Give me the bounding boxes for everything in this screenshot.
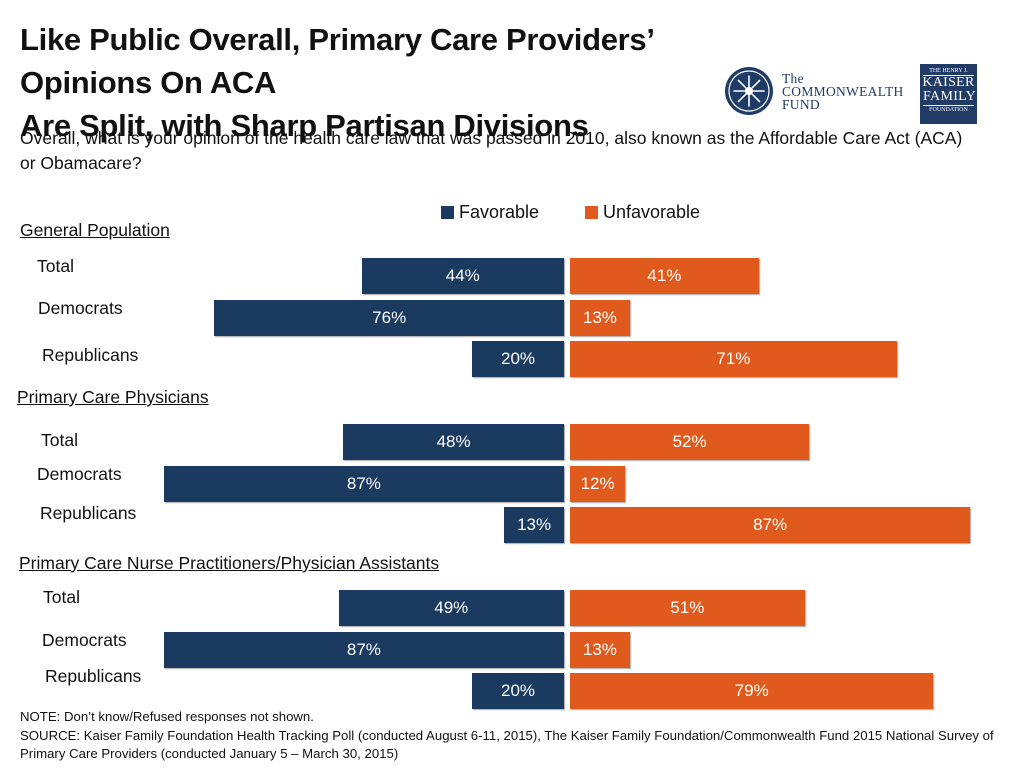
cf-line-1: The — [782, 71, 804, 86]
favorable-value-label: 48% — [436, 432, 471, 451]
favorable-value-label: 20% — [500, 681, 536, 700]
favorable-value-label: 76% — [372, 308, 407, 327]
unfavorable-bar — [570, 341, 897, 377]
unfavorable-bar — [570, 590, 805, 626]
kff-line-1: THE HENRY J. — [923, 67, 974, 76]
row-label: Republicans — [45, 666, 142, 686]
survey-question: Overall, what is your opinion of the hea… — [20, 128, 963, 173]
unfavorable-bar — [570, 258, 759, 294]
unfavorable-value-label: 12% — [580, 474, 615, 493]
row-label: Democrats — [37, 464, 122, 484]
row-label: Total — [37, 256, 74, 276]
favorable-bar — [163, 466, 564, 502]
cf-line-2: COMMONWEALTH — [782, 84, 904, 99]
source-text: SOURCE: Kaiser Family Foundation Health … — [20, 727, 994, 762]
unfavorable-value-label: 13% — [582, 308, 617, 327]
legend-favorable: Favorable — [441, 202, 539, 223]
favorable-value-label: 87% — [346, 474, 381, 493]
row-label: Republicans — [40, 503, 137, 523]
unfavorable-value-label: 52% — [672, 432, 707, 451]
legend-unfavorable: Unfavorable — [585, 202, 700, 223]
unfavorable-value-label: 51% — [670, 598, 705, 617]
cf-line-3: FUND — [782, 97, 820, 112]
row-label: Total — [41, 430, 78, 450]
commonwealth-fund-logo: The COMMONWEALTH FUND — [724, 64, 914, 116]
row-label: Total — [43, 587, 80, 607]
unfavorable-value-label: 41% — [647, 266, 682, 285]
favorable-value-label: 13% — [517, 515, 552, 534]
favorable-value-label: 20% — [500, 349, 536, 368]
section-label: Primary Care Nurse Practitioners/Physici… — [19, 553, 440, 573]
note-text: NOTE: Don’t know/Refused responses not s… — [20, 709, 314, 724]
kff-line-3: FAMILY — [923, 89, 977, 106]
kff-line-2: KAISER — [922, 75, 975, 90]
unfavorable-bar — [570, 632, 630, 668]
unfavorable-bar — [570, 300, 630, 336]
section-label: Primary Care Physicians — [17, 387, 209, 407]
favorable-value-label: 49% — [434, 598, 469, 617]
favorable-bar — [504, 507, 564, 543]
unfavorable-value-label: 87% — [753, 515, 788, 534]
unfavorable-bar — [570, 507, 971, 543]
footnotes: NOTE: Don’t know/Refused responses not s… — [20, 708, 1010, 764]
legend-favorable-label: Favorable — [459, 202, 540, 222]
legend-unfavorable-label: Unfavorable — [603, 202, 701, 222]
title-line-1: Like Public Overall, Primary Care Provid… — [20, 22, 653, 100]
kaiser-family-foundation-logo: THE HENRY J. KAISER FAMILY FOUNDATION — [920, 64, 977, 124]
unfavorable-value-label: 71% — [716, 349, 751, 368]
unfavorable-bar — [570, 424, 810, 460]
unfavorable-bar — [570, 466, 626, 502]
favorable-bar — [163, 632, 564, 668]
row-label: Democrats — [42, 630, 127, 650]
favorable-bar — [472, 673, 564, 709]
row-label: Republicans — [42, 345, 139, 365]
unfavorable-value-label: 79% — [734, 681, 769, 700]
favorable-value-label: 87% — [346, 640, 381, 659]
title-line-2: Are Split, with Sharp Partisan Divisions — [20, 108, 589, 143]
commonwealth-wordmark: The COMMONWEALTH FUND — [782, 71, 904, 112]
commonwealth-seal-icon — [725, 67, 773, 115]
row-label: Democrats — [38, 298, 123, 318]
unfavorable-value-label: 13% — [582, 640, 617, 659]
unfavorable-bar — [570, 673, 934, 709]
legend-unfavorable-swatch — [585, 206, 598, 219]
section-label: General Population — [20, 220, 170, 240]
favorable-bar — [343, 424, 564, 460]
page-title: Like Public Overall, Primary Care Provid… — [20, 18, 740, 147]
favorable-value-label: 44% — [445, 266, 480, 285]
favorable-bar — [472, 341, 564, 377]
favorable-bar — [361, 258, 564, 294]
favorable-bar — [214, 300, 564, 336]
legend-favorable-swatch — [441, 206, 454, 219]
kff-line-4: FOUNDATION — [929, 107, 968, 113]
favorable-bar — [338, 590, 564, 626]
